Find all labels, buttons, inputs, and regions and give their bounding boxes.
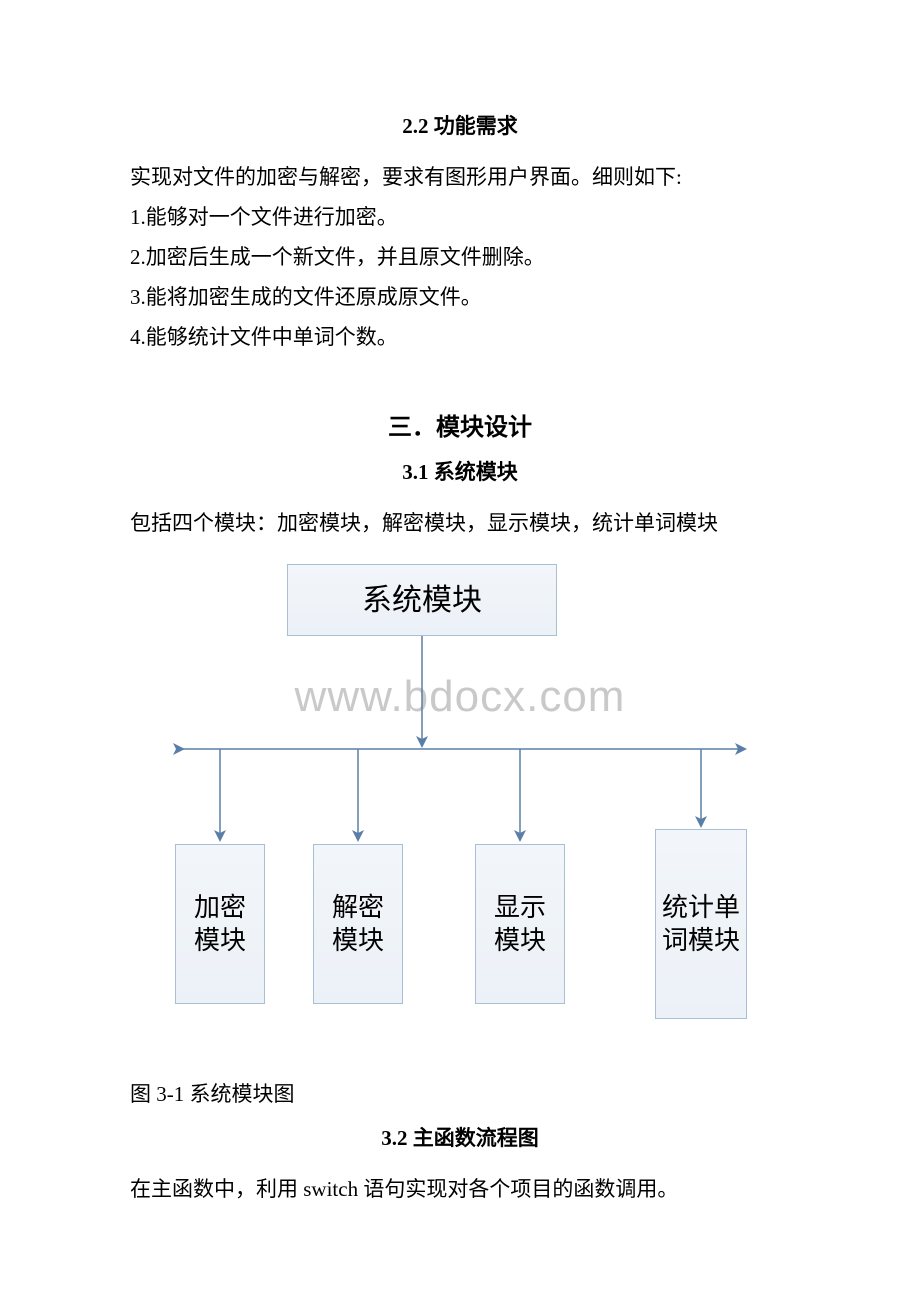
section-2-2-title: 2.2 功能需求 [130, 110, 790, 140]
diagram-leaf-wordcount: 统计单词模块 [655, 829, 747, 1019]
diagram-leaf-encrypt: 加密模块 [175, 844, 265, 1004]
diagram-root-node: 系统模块 [287, 564, 557, 636]
watermark-text: www.bdocx.com [295, 672, 626, 722]
section-3-1-intro: 包括四个模块：加密模块，解密模块，显示模块，统计单词模块 [130, 504, 790, 544]
system-module-diagram: www.bdocx.com 系统模块 加密模块 解密模块 显示模块 统计单词模块 [155, 564, 765, 1054]
req-item-3: 3.能将加密生成的文件还原成原文件。 [130, 278, 790, 318]
diagram-leaf-decrypt: 解密模块 [313, 844, 403, 1004]
req-item-2: 2.加密后生成一个新文件，并且原文件删除。 [130, 238, 790, 278]
diagram-caption: 图 3-1 系统模块图 [130, 1078, 790, 1108]
section-3-1-title: 3.1 系统模块 [130, 456, 790, 486]
section-3-2-intro: 在主函数中，利用 switch 语句实现对各个项目的函数调用。 [130, 1170, 790, 1210]
diagram-leaf-display: 显示模块 [475, 844, 565, 1004]
document-page: 2.2 功能需求 实现对文件的加密与解密，要求有图形用户界面。细则如下: 1.能… [0, 0, 920, 1270]
section-2-2-intro: 实现对文件的加密与解密，要求有图形用户界面。细则如下: [130, 158, 790, 198]
section-3-title: 三．模块设计 [130, 407, 790, 442]
req-item-4: 4.能够统计文件中单词个数。 [130, 318, 790, 358]
req-item-1: 1.能够对一个文件进行加密。 [130, 198, 790, 238]
section-3-2-title: 3.2 主函数流程图 [130, 1122, 790, 1152]
